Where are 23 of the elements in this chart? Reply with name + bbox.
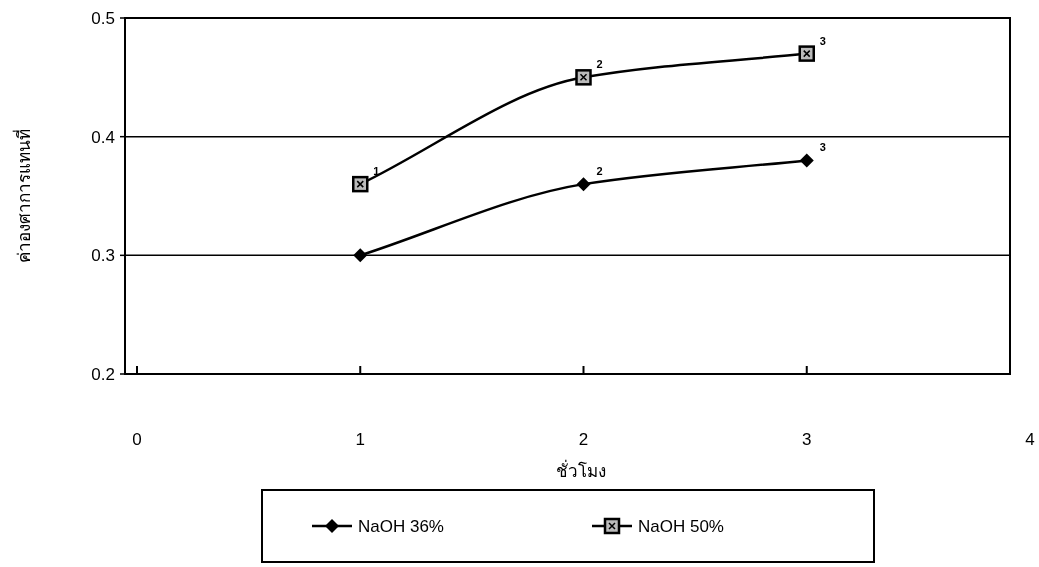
annotation: 3 (819, 141, 826, 154)
y-tick-label: 0.5 (91, 9, 115, 28)
y-tick-label: 0.2 (91, 365, 115, 384)
y-tick-label: 0.3 (91, 246, 115, 266)
point (576, 177, 591, 192)
point (798, 45, 815, 62)
legend-label: NaOH 50% (638, 517, 724, 536)
legend-label: NaOH 36% (358, 517, 444, 536)
point (352, 175, 369, 193)
annotation: 3 (819, 34, 826, 47)
y-tick-label: 0.4 (91, 127, 115, 147)
x-tick-label: 3 (802, 430, 812, 449)
point (575, 69, 592, 86)
x-tick-label: 1 (355, 430, 365, 449)
annotation: 2 (596, 58, 603, 71)
x-tick-label: 2 (578, 430, 589, 449)
x-tick-label: 0 (132, 430, 142, 449)
y-axis-title: ค่าองศาการแทนที่ (12, 129, 34, 263)
point (799, 153, 814, 168)
point (353, 248, 368, 263)
x-axis-title: ชั่วโมง (555, 459, 606, 481)
x-tick-label: 4 (1025, 430, 1035, 449)
annotation: 2 (596, 165, 603, 178)
